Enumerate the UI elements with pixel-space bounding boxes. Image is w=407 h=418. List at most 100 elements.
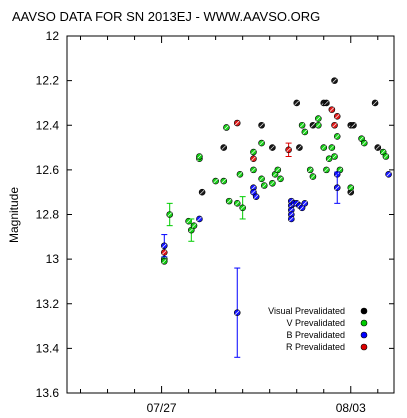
data-point-hatch: [359, 136, 364, 141]
data-point-hatch: [278, 176, 283, 182]
data-point-hatch: [348, 185, 354, 190]
data-point-hatch: [272, 172, 278, 177]
data-point-hatch: [335, 134, 340, 139]
chart-title: AAVSO DATA FOR SN 2013EJ - WWW.AAVSO.ORG: [12, 9, 320, 24]
data-point-hatch: [302, 201, 308, 206]
data-point-hatch: [275, 167, 281, 173]
data-point-hatch: [240, 205, 245, 211]
data-point-hatch: [310, 123, 316, 128]
data-point-hatch: [199, 189, 205, 195]
data-point-hatch: [253, 194, 259, 199]
data-point-hatch: [186, 218, 191, 224]
data-point-hatch: [286, 147, 291, 153]
data-point-hatch: [380, 149, 386, 155]
data-point-hatch: [259, 140, 264, 146]
data-point-hatch: [235, 201, 240, 206]
data-point-hatch: [299, 123, 305, 128]
data-point-hatch: [162, 243, 167, 248]
data-point-hatch: [332, 123, 337, 128]
data-point-hatch: [224, 125, 229, 130]
legend-label: R Prevalidated: [286, 342, 345, 352]
data-point-hatch: [189, 227, 194, 233]
data-point-hatch: [251, 185, 256, 190]
data-point-hatch: [326, 156, 332, 161]
legend-label: B Prevalidated: [286, 330, 345, 340]
data-point-hatch: [316, 116, 321, 121]
data-point-hatch: [321, 145, 326, 150]
y-tick-label: 12.6: [36, 163, 60, 177]
data-point-hatch: [289, 212, 294, 217]
data-point-hatch: [197, 154, 202, 159]
data-point-hatch: [221, 178, 226, 184]
legend-label: V Prevalidated: [286, 318, 345, 328]
data-point-hatch: [289, 216, 294, 222]
data-point-hatch: [297, 203, 302, 208]
data-point-hatch: [297, 145, 302, 150]
data-point-hatch: [383, 154, 389, 159]
data-point-hatch: [329, 107, 335, 112]
data-point-hatch: [237, 172, 243, 177]
data-point-hatch: [294, 100, 299, 106]
x-tick-label: 08/03: [336, 401, 366, 415]
y-tick-label: 13.2: [36, 297, 60, 311]
y-tick-label: 12.8: [36, 208, 60, 222]
data-point-hatch: [348, 189, 354, 195]
data-point-hatch: [289, 198, 294, 204]
y-tick-label: 13.4: [36, 341, 60, 355]
data-point-hatch: [221, 145, 226, 150]
legend-marker: [360, 319, 368, 327]
data-point-hatch: [162, 259, 167, 264]
legend-marker: [360, 343, 368, 351]
data-point-hatch: [167, 212, 172, 217]
data-point-hatch: [251, 156, 256, 161]
y-tick-label: 12.4: [36, 118, 60, 132]
data-point-hatch: [302, 129, 308, 135]
data-point-hatch: [213, 178, 218, 184]
axis-ticks: 12 12.2 12.4 12.6 12.8 13 13.2 13.4 13.6 07/27 08/…: [36, 29, 394, 415]
legend: Visual Prevalidated V Prevalidated B Preva…: [268, 306, 368, 352]
data-point-hatch: [335, 114, 340, 119]
legend-label: Visual Prevalidated: [268, 306, 345, 316]
data-point-hatch: [362, 140, 367, 146]
data-point-hatch: [289, 207, 294, 213]
y-axis-label: Magnitude: [7, 187, 21, 243]
data-point-hatch: [299, 205, 305, 211]
y-tick-label: 12.2: [36, 74, 60, 88]
data-point-hatch: [197, 216, 202, 222]
data-point-hatch: [329, 145, 335, 150]
data-point-hatch: [235, 310, 240, 315]
data-point-hatch: [386, 172, 391, 177]
data-point-hatch: [351, 123, 356, 128]
data-point-hatch: [191, 223, 197, 228]
data-point-hatch: [332, 78, 337, 83]
data-point-hatch: [251, 167, 256, 173]
data-point-hatch: [251, 189, 256, 195]
data-point-hatch: [270, 145, 275, 150]
data-point-hatch: [262, 183, 267, 188]
data-point-hatch: [332, 154, 337, 159]
data-point-hatch: [251, 149, 256, 155]
data-point-hatch: [162, 250, 167, 255]
data-point-hatch: [324, 100, 329, 106]
data-point-hatch: [270, 181, 275, 186]
data-point-hatch: [235, 120, 240, 126]
data-point-hatch: [337, 167, 343, 173]
data-point-hatch: [372, 100, 378, 106]
data-point-hatch: [226, 198, 232, 204]
data-marks: [160, 77, 392, 358]
x-tick-label: 07/27: [147, 401, 177, 415]
y-tick-label: 13.6: [36, 386, 60, 400]
y-tick-label: 13: [46, 252, 60, 266]
data-point-hatch: [307, 167, 313, 173]
data-point-hatch: [310, 174, 316, 179]
data-point-hatch: [316, 123, 321, 128]
data-point-hatch: [259, 123, 264, 128]
data-point-hatch: [335, 185, 340, 190]
legend-marker: [360, 307, 368, 315]
data-point-hatch: [259, 176, 264, 182]
data-point-hatch: [375, 145, 381, 150]
y-tick-label: 12: [46, 29, 60, 43]
legend-marker: [360, 331, 368, 339]
data-point-hatch: [324, 167, 329, 173]
